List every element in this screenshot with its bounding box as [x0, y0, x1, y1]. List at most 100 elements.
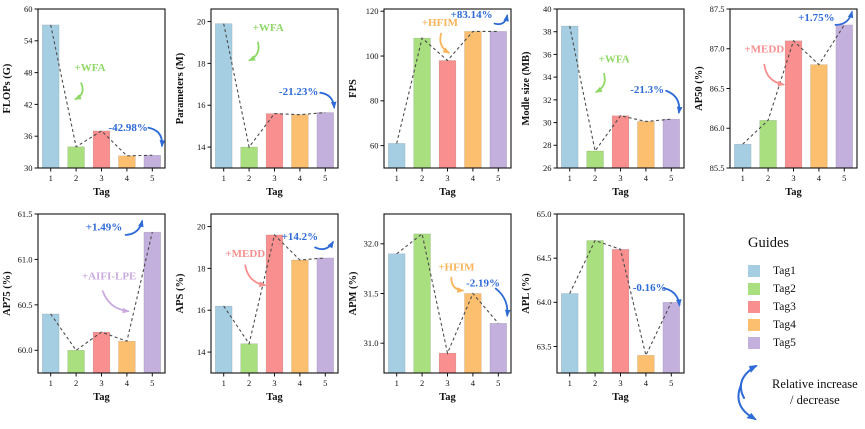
- svg-text:36: 36: [24, 131, 33, 141]
- tag2-swatch-icon: [748, 283, 760, 295]
- svg-text:-0.16%: -0.16%: [633, 282, 667, 294]
- tag4-swatch-icon: [748, 319, 760, 331]
- svg-text:2: 2: [593, 173, 597, 183]
- svg-text:3: 3: [99, 173, 103, 183]
- svg-text:+MEDD: +MEDD: [744, 44, 784, 56]
- svg-text:4: 4: [817, 173, 822, 183]
- svg-text:Modle size (MB): Modle size (MB): [521, 51, 532, 126]
- legend-note: Relative increase / decrease: [732, 355, 865, 429]
- svg-text:Tag: Tag: [785, 187, 802, 198]
- svg-text:5: 5: [323, 173, 327, 183]
- svg-text:87.5: 87.5: [710, 4, 725, 14]
- svg-text:87.0: 87.0: [710, 44, 725, 54]
- svg-text:48: 48: [24, 68, 33, 78]
- svg-text:54: 54: [24, 36, 33, 46]
- svg-text:14: 14: [197, 142, 206, 152]
- figure: 30 36 42 48 54 60 1 2 3 4 5 Tag FLOPs (G) +WFA -42.98%…: [0, 0, 865, 420]
- legend-note-text: Relative increase / decrease: [772, 376, 858, 409]
- legend-item-tag2: Tag2: [748, 283, 865, 295]
- legend-title: Guides: [748, 235, 790, 251]
- svg-text:2: 2: [74, 378, 78, 388]
- svg-text:32.0: 32.0: [364, 239, 379, 249]
- legend-note-line2: / decrease: [790, 393, 840, 407]
- svg-text:1: 1: [395, 378, 399, 388]
- svg-text:APL (%): APL (%): [521, 273, 532, 314]
- svg-text:3: 3: [618, 378, 622, 388]
- svg-text:5: 5: [323, 378, 327, 388]
- svg-text:5: 5: [496, 378, 500, 388]
- svg-text:Tag: Tag: [439, 392, 456, 403]
- legend-item-tag4: Tag4: [748, 319, 865, 331]
- svg-text:Tag: Tag: [612, 187, 629, 198]
- svg-text:4: 4: [298, 378, 303, 388]
- svg-text:28: 28: [543, 140, 552, 150]
- svg-text:Tag: Tag: [266, 392, 283, 403]
- svg-text:30: 30: [24, 163, 33, 173]
- svg-text:63.5: 63.5: [537, 341, 552, 351]
- svg-text:38: 38: [543, 27, 552, 37]
- svg-text:31.0: 31.0: [364, 338, 379, 348]
- svg-text:1: 1: [741, 173, 745, 183]
- svg-text:5: 5: [150, 378, 154, 388]
- svg-text:86.5: 86.5: [710, 83, 725, 93]
- svg-text:APM (%): APM (%): [348, 271, 359, 316]
- svg-text:1: 1: [49, 378, 53, 388]
- svg-text:20: 20: [197, 16, 206, 26]
- svg-text:3: 3: [272, 378, 276, 388]
- chart-apm: 31.0 31.5 32.0 1 2 3 4 5 Tag APM (%) +HFIM -2.19%: [346, 205, 519, 410]
- svg-text:+14.2%: +14.2%: [282, 231, 319, 243]
- svg-text:5: 5: [496, 173, 500, 183]
- svg-text:16: 16: [197, 305, 206, 315]
- svg-text:+HFIM: +HFIM: [438, 262, 475, 274]
- legend: Guides Tag1 Tag2 Tag3 Tag4 Tag5: [692, 205, 865, 420]
- svg-text:4: 4: [644, 173, 649, 183]
- svg-text:Tag: Tag: [439, 187, 456, 198]
- chart-fps: 60 80 100 120 1 2 3 4 5 Tag FPS +HFIM +83.14%: [346, 0, 519, 205]
- tag5-swatch-icon: [748, 337, 760, 349]
- svg-text:31.5: 31.5: [364, 288, 379, 298]
- svg-text:1: 1: [49, 173, 53, 183]
- svg-text:+WFA: +WFA: [75, 62, 106, 74]
- svg-text:40: 40: [543, 4, 552, 14]
- svg-text:FPS: FPS: [348, 79, 359, 98]
- svg-text:Tag: Tag: [612, 392, 629, 403]
- svg-text:+MEDD: +MEDD: [225, 248, 265, 260]
- svg-text:4: 4: [298, 173, 303, 183]
- tag1-swatch-icon: [748, 265, 760, 277]
- svg-text:+WFA: +WFA: [253, 22, 284, 34]
- svg-text:61.5: 61.5: [18, 209, 33, 219]
- chart-apl: 63.5 64.0 64.5 65.0 1 2 3 4 5 Tag APL (%) -0.16%: [519, 205, 692, 410]
- svg-text:2: 2: [247, 173, 251, 183]
- svg-text:+WFA: +WFA: [599, 53, 630, 65]
- chart-aps: 14 16 18 20 1 2 3 4 5 Tag APS (%) +MEDD +14.2%: [173, 205, 346, 410]
- legend-item-label: Tag4: [773, 319, 796, 331]
- svg-text:65.0: 65.0: [537, 209, 552, 219]
- svg-text:3: 3: [445, 378, 449, 388]
- chart-ap50: 85.5 86.0 86.5 87.0 87.5 1 2 3 4 5 Tag AP50 (%) +MED…: [692, 0, 865, 205]
- svg-text:64.0: 64.0: [537, 297, 552, 307]
- svg-text:5: 5: [150, 173, 154, 183]
- legend-item-tag3: Tag3: [748, 301, 865, 313]
- svg-text:-2.19%: -2.19%: [466, 278, 500, 290]
- legend-item-tag1: Tag1: [748, 265, 865, 277]
- svg-text:5: 5: [842, 173, 846, 183]
- chart-ap75: 60.0 60.5 61.0 61.5 1 2 3 4 5 Tag AP75 (%) +AIFI-LP…: [0, 205, 173, 410]
- svg-text:2: 2: [420, 173, 424, 183]
- svg-text:60: 60: [370, 141, 379, 151]
- svg-text:60.0: 60.0: [18, 345, 33, 355]
- svg-text:3: 3: [618, 173, 622, 183]
- svg-text:18: 18: [197, 58, 206, 68]
- svg-text:AP50 (%): AP50 (%): [694, 66, 705, 111]
- svg-text:1: 1: [222, 173, 226, 183]
- svg-text:4: 4: [471, 378, 476, 388]
- svg-text:3: 3: [791, 173, 795, 183]
- svg-text:1: 1: [222, 378, 226, 388]
- svg-text:5: 5: [669, 378, 673, 388]
- svg-text:61.0: 61.0: [18, 254, 33, 264]
- svg-text:42: 42: [24, 99, 33, 109]
- svg-text:1: 1: [568, 173, 572, 183]
- svg-text:3: 3: [99, 378, 103, 388]
- legend-note-line1: Relative increase: [772, 376, 858, 391]
- svg-text:Tag: Tag: [93, 187, 110, 198]
- tag3-swatch-icon: [748, 301, 760, 313]
